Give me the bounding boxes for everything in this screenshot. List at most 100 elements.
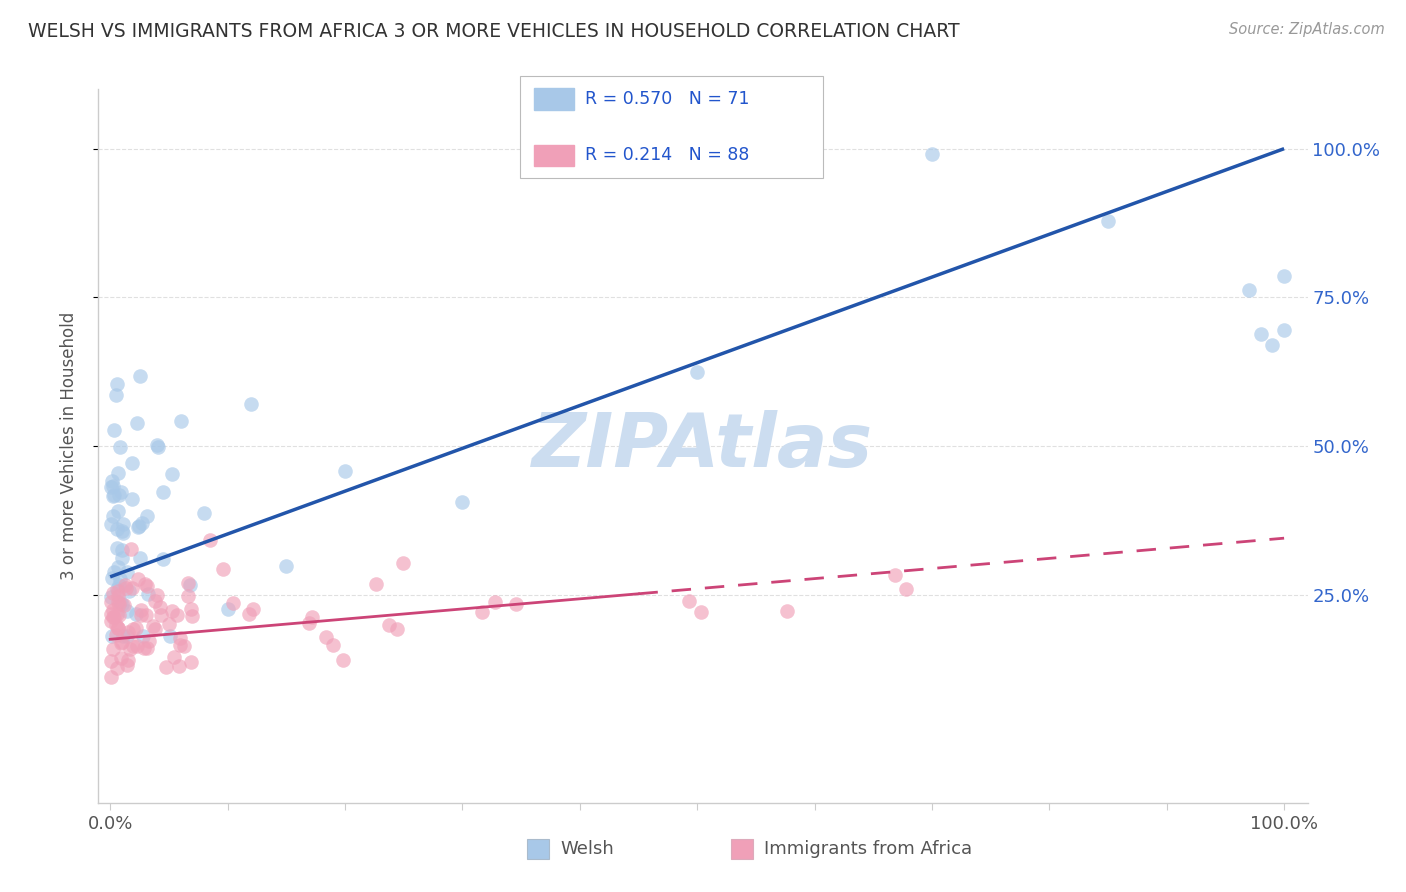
Point	[110, 595, 132, 609]
Point	[111, 543, 134, 558]
Point	[163, 649, 186, 664]
Point	[101, 641, 124, 656]
Point	[103, 423, 125, 437]
Point	[240, 397, 263, 411]
Point	[108, 440, 131, 454]
Point	[152, 552, 174, 566]
Point	[142, 619, 165, 633]
Point	[391, 556, 413, 570]
Point	[149, 599, 172, 614]
Point	[212, 562, 235, 576]
Point	[198, 533, 221, 548]
Point	[111, 597, 134, 611]
Text: R = 0.214   N = 88: R = 0.214 N = 88	[585, 146, 749, 164]
Point	[115, 629, 138, 643]
Point	[100, 595, 122, 609]
Point	[117, 624, 139, 639]
Point	[128, 518, 150, 533]
Point	[115, 657, 138, 672]
Point	[100, 629, 122, 643]
Point	[921, 146, 943, 161]
Point	[103, 488, 125, 502]
Point	[111, 634, 134, 648]
Point	[127, 572, 149, 586]
Point	[180, 601, 202, 615]
Point	[105, 377, 128, 392]
Point	[125, 621, 148, 635]
Point	[159, 629, 181, 643]
Point	[177, 589, 200, 603]
Point	[690, 605, 713, 619]
Text: Immigrants from Africa: Immigrants from Africa	[763, 840, 972, 858]
Point	[112, 598, 135, 612]
Point	[471, 605, 494, 619]
Point	[111, 524, 134, 538]
Point	[1272, 268, 1295, 283]
Point	[129, 603, 152, 617]
Point	[167, 658, 190, 673]
Point	[115, 604, 138, 618]
Point	[298, 615, 321, 630]
Point	[238, 607, 260, 621]
Point	[100, 614, 122, 628]
Point	[107, 595, 129, 609]
Point	[136, 579, 159, 593]
Point	[146, 440, 169, 454]
Point	[101, 475, 124, 489]
Point	[107, 584, 129, 599]
Point	[1097, 214, 1119, 228]
Point	[105, 582, 128, 596]
Point	[364, 577, 387, 591]
Point	[160, 604, 183, 618]
Point	[169, 638, 191, 652]
Point	[108, 578, 131, 592]
Point	[162, 467, 184, 482]
Point	[125, 416, 148, 430]
Point	[332, 653, 354, 667]
Point	[129, 608, 152, 623]
Point	[107, 660, 129, 674]
Point	[128, 368, 150, 383]
Point	[134, 577, 156, 591]
Text: R = 0.570   N = 71: R = 0.570 N = 71	[585, 90, 749, 108]
Point	[107, 621, 129, 635]
Point	[104, 627, 127, 641]
Point	[152, 484, 174, 499]
Point	[131, 516, 153, 530]
Point	[107, 597, 129, 611]
Point	[107, 559, 129, 574]
Point	[149, 607, 172, 622]
Point	[143, 622, 166, 636]
Point	[166, 607, 188, 622]
Point	[169, 631, 191, 645]
Point	[193, 506, 215, 520]
Point	[179, 578, 201, 592]
Point	[125, 607, 148, 622]
Point	[105, 522, 128, 536]
Point	[100, 571, 122, 585]
Point	[118, 584, 141, 599]
Point	[100, 480, 122, 494]
Point	[138, 633, 160, 648]
Point	[132, 641, 155, 656]
Point	[107, 621, 129, 635]
Point	[132, 629, 155, 643]
Point	[104, 387, 127, 401]
Point	[107, 467, 129, 481]
Point	[387, 622, 409, 636]
Point	[776, 605, 799, 619]
Point	[169, 414, 191, 428]
Point	[107, 541, 129, 555]
Point	[1250, 327, 1272, 342]
Point	[100, 670, 122, 684]
Point	[173, 639, 195, 653]
Point	[1237, 283, 1260, 297]
Point	[451, 495, 474, 509]
Point	[894, 582, 917, 596]
Point	[121, 491, 143, 506]
Point	[101, 609, 124, 624]
Y-axis label: 3 or more Vehicles in Household: 3 or more Vehicles in Household	[59, 312, 77, 580]
Point	[146, 438, 169, 452]
Point	[181, 608, 204, 623]
Point	[118, 642, 141, 657]
